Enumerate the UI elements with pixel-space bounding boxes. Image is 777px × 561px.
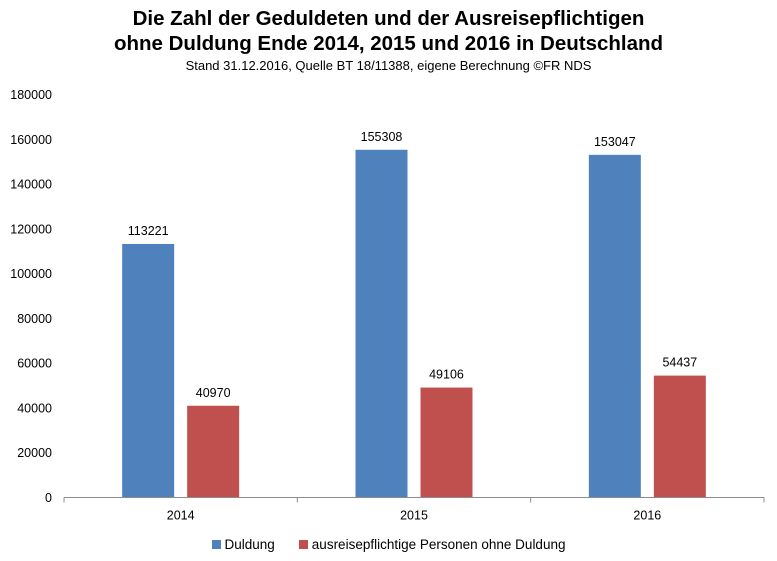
legend-swatch-duldung [211, 540, 221, 549]
bar-ausreisepflichtige-2014 [187, 405, 240, 498]
legend-label-ausreisepflichtige: ausreisepflichtige Personen ohne Duldung [311, 537, 566, 552]
data-label: 153047 [594, 135, 636, 149]
y-tick-label: 180000 [10, 88, 52, 102]
bar-ausreisepflichtige-2015 [420, 387, 473, 498]
y-tick-label: 0 [45, 491, 52, 505]
y-tick-label: 80000 [17, 312, 52, 326]
x-tick-label: 2014 [167, 509, 195, 523]
y-tick-label: 160000 [10, 133, 52, 147]
bar-duldung-2015 [355, 149, 408, 498]
data-label: 49106 [429, 368, 464, 382]
chart-title-line2: ohne Duldung Ende 2014, 2015 und 2016 in… [113, 32, 664, 55]
legend-label-duldung: Duldung [224, 537, 275, 552]
data-label: 113221 [128, 224, 169, 238]
bar-ausreisepflichtige-2016 [653, 375, 706, 498]
x-tick-label: 2015 [400, 509, 428, 523]
legend-item-ausreisepflichtige: ausreisepflichtige Personen ohne Duldung [298, 537, 566, 552]
y-tick-label: 120000 [10, 222, 52, 236]
legend-item-duldung: Duldung [211, 537, 275, 552]
chart-title-line1: Die Zahl der Geduldeten und der Ausreise… [132, 7, 645, 30]
x-tick-label: 2016 [633, 509, 661, 523]
data-label: 40970 [196, 386, 231, 400]
y-tick-label: 140000 [10, 178, 52, 192]
data-label: 155308 [361, 130, 403, 144]
y-tick-label: 60000 [17, 357, 52, 371]
bar-duldung-2014 [122, 244, 175, 498]
y-tick-label: 20000 [17, 446, 52, 460]
data-label: 54437 [662, 356, 697, 370]
y-tick-label: 40000 [17, 401, 52, 415]
bar-duldung-2016 [588, 154, 641, 498]
y-tick-label: 100000 [10, 267, 52, 281]
chart-title: Die Zahl der Geduldeten und der Ausreise… [0, 6, 777, 56]
chart-subtitle: Stand 31.12.2016, Quelle BT 18/11388, ei… [185, 58, 592, 73]
legend-swatch-ausreisepflichtige [298, 540, 308, 549]
legend: Duldung ausreisepflichtige Personen ohne… [0, 537, 777, 552]
